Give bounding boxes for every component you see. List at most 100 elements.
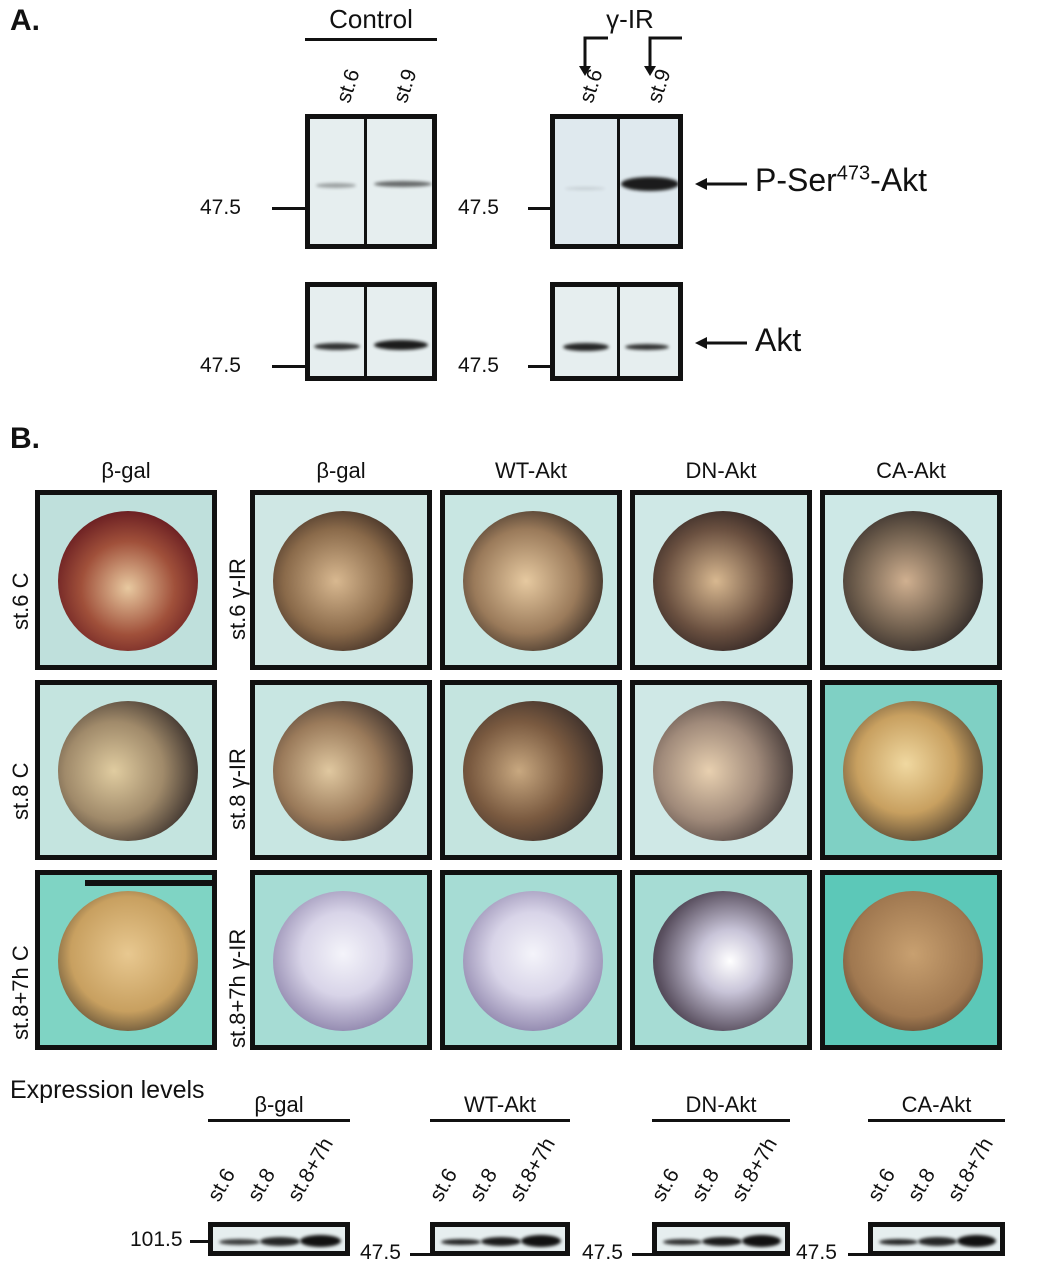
- mw-marker: 47.5: [458, 354, 499, 377]
- embryo: [653, 511, 793, 651]
- lane-label: st.8: [903, 1164, 941, 1206]
- embryo-image: [250, 870, 432, 1050]
- row-label-control: st.8+7h C: [8, 945, 33, 1040]
- mw-tick: [272, 365, 305, 368]
- lane-label: st.6: [647, 1164, 685, 1206]
- embryo: [463, 511, 603, 651]
- mw-tick: [528, 207, 550, 210]
- expression-blot: [430, 1222, 570, 1256]
- column-header: β-gal: [101, 458, 151, 483]
- target-label-akt: Akt: [755, 322, 802, 358]
- expression-blot: [868, 1222, 1005, 1256]
- embryo: [653, 891, 793, 1031]
- mw-tick: [190, 1240, 208, 1243]
- mw-marker: 47.5: [360, 1241, 401, 1264]
- embryo-image: [630, 870, 812, 1050]
- blot-ir-akt: [550, 282, 683, 381]
- blot-control-akt: [305, 282, 437, 381]
- target-suffix: -Akt: [870, 162, 928, 198]
- blot-ir-pakt: [550, 114, 683, 249]
- embryo: [843, 511, 983, 651]
- embryo: [463, 701, 603, 841]
- embryo-image: [35, 490, 217, 670]
- blot-control-pakt: [305, 114, 437, 249]
- expression-group-header: CA-Akt: [901, 1092, 972, 1117]
- embryo: [273, 891, 413, 1031]
- panel-a-label: A.: [10, 4, 40, 37]
- lane-label: st.8: [465, 1164, 503, 1206]
- column-header: WT-Akt: [494, 458, 568, 483]
- lane-label: st.6: [425, 1164, 463, 1206]
- panel-b-label: B.: [10, 422, 40, 455]
- arrow-left-icon: [695, 178, 747, 190]
- group-rule: [652, 1119, 790, 1122]
- group-rule: [430, 1119, 570, 1122]
- embryo-image: [250, 490, 432, 670]
- mw-marker: 47.5: [582, 1241, 623, 1264]
- embryo-image: [440, 870, 622, 1050]
- embryo: [273, 701, 413, 841]
- expression-blot: [652, 1222, 790, 1256]
- mw-marker: 47.5: [200, 354, 241, 377]
- embryo-image: [440, 490, 622, 670]
- mw-tick: [848, 1253, 868, 1256]
- lane-label: st.6: [203, 1164, 241, 1206]
- expression-blot: [208, 1222, 350, 1256]
- embryo: [273, 511, 413, 651]
- lane-label: st.8: [687, 1164, 725, 1206]
- column-header: β-gal: [316, 458, 366, 483]
- expression-title: Expression levels: [10, 1076, 205, 1104]
- mw-tick: [410, 1253, 430, 1256]
- control-rule: [305, 38, 437, 41]
- lane-label: st.8: [243, 1164, 281, 1206]
- group-rule: [208, 1119, 350, 1122]
- lane-label: st.8+7h: [943, 1133, 998, 1206]
- embryo: [58, 701, 198, 841]
- mw-tick: [272, 207, 305, 210]
- expression-group-header: DN-Akt: [685, 1092, 757, 1117]
- target-label-pakt: P-Ser473-Akt: [755, 162, 927, 199]
- mw-tick: [528, 365, 550, 368]
- lane-label: st.6: [863, 1164, 901, 1206]
- embryo-image: [250, 680, 432, 860]
- scale-bar: [85, 880, 212, 886]
- row-label-ir: st.8+7h γ-IR: [225, 928, 250, 1048]
- column-header: CA-Akt: [876, 458, 946, 483]
- target-prefix: P-Ser: [755, 162, 837, 198]
- ir-header: γ-IR: [606, 4, 654, 34]
- mw-tick: [632, 1253, 652, 1256]
- row-label-control: st.8 C: [8, 762, 33, 820]
- mw-marker: 101.5: [130, 1228, 183, 1251]
- mw-marker: 47.5: [200, 196, 241, 219]
- lane-label: st.9: [389, 66, 422, 106]
- target-sup: 473: [836, 162, 871, 185]
- embryo-image: [630, 490, 812, 670]
- mw-marker: 47.5: [796, 1241, 837, 1264]
- embryo: [843, 701, 983, 841]
- embryo-image: [820, 490, 1002, 670]
- arrow-left-icon: [695, 337, 747, 349]
- embryo: [58, 891, 198, 1031]
- embryo-image: [820, 870, 1002, 1050]
- embryo: [653, 701, 793, 841]
- column-header: DN-Akt: [685, 458, 757, 483]
- embryo: [843, 891, 983, 1031]
- embryo: [463, 891, 603, 1031]
- row-label-ir: st.6 γ-IR: [225, 558, 250, 640]
- expression-group-header: β-gal: [254, 1092, 304, 1117]
- lane-label: st.6: [332, 66, 365, 106]
- embryo-image: [35, 870, 217, 1050]
- embryo: [58, 511, 198, 651]
- lane-label: st.8+7h: [505, 1133, 560, 1206]
- embryo-image: [820, 680, 1002, 860]
- group-rule: [868, 1119, 1005, 1122]
- embryo-image: [630, 680, 812, 860]
- mw-marker: 47.5: [458, 196, 499, 219]
- lane-label: st.8+7h: [727, 1133, 782, 1206]
- embryo-image: [440, 680, 622, 860]
- lane-label: st.8+7h: [283, 1133, 338, 1206]
- embryo-image: [35, 680, 217, 860]
- expression-group-header: WT-Akt: [463, 1092, 537, 1117]
- row-label-ir: st.8 γ-IR: [225, 748, 250, 830]
- control-header: Control: [329, 4, 413, 34]
